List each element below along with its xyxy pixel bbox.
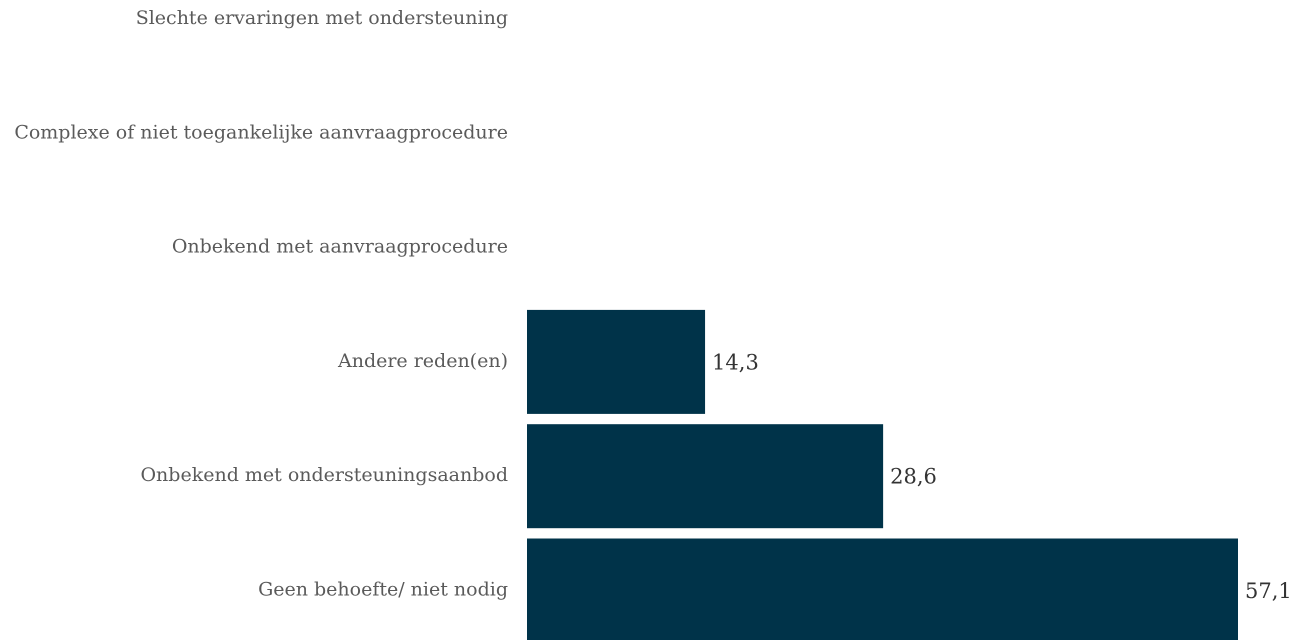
value-label: 14,3 [712,350,759,374]
category-label: Complexe of niet toegankelijke aanvraagp… [14,121,508,143]
value-label: 28,6 [890,465,937,489]
category-label: Slechte ervaringen met ondersteuning [136,7,508,29]
bar [527,424,884,529]
bar [527,309,706,414]
value-label: 57,1 [1245,579,1292,603]
category-label: Onbekend met aanvraagprocedure [172,236,508,258]
bar [527,538,1238,640]
category-label: Onbekend met ondersteuningsaanbod [140,464,508,486]
category-label: Geen behoefte/ niet nodig [258,579,508,601]
category-label: Andere reden(en) [337,350,508,372]
